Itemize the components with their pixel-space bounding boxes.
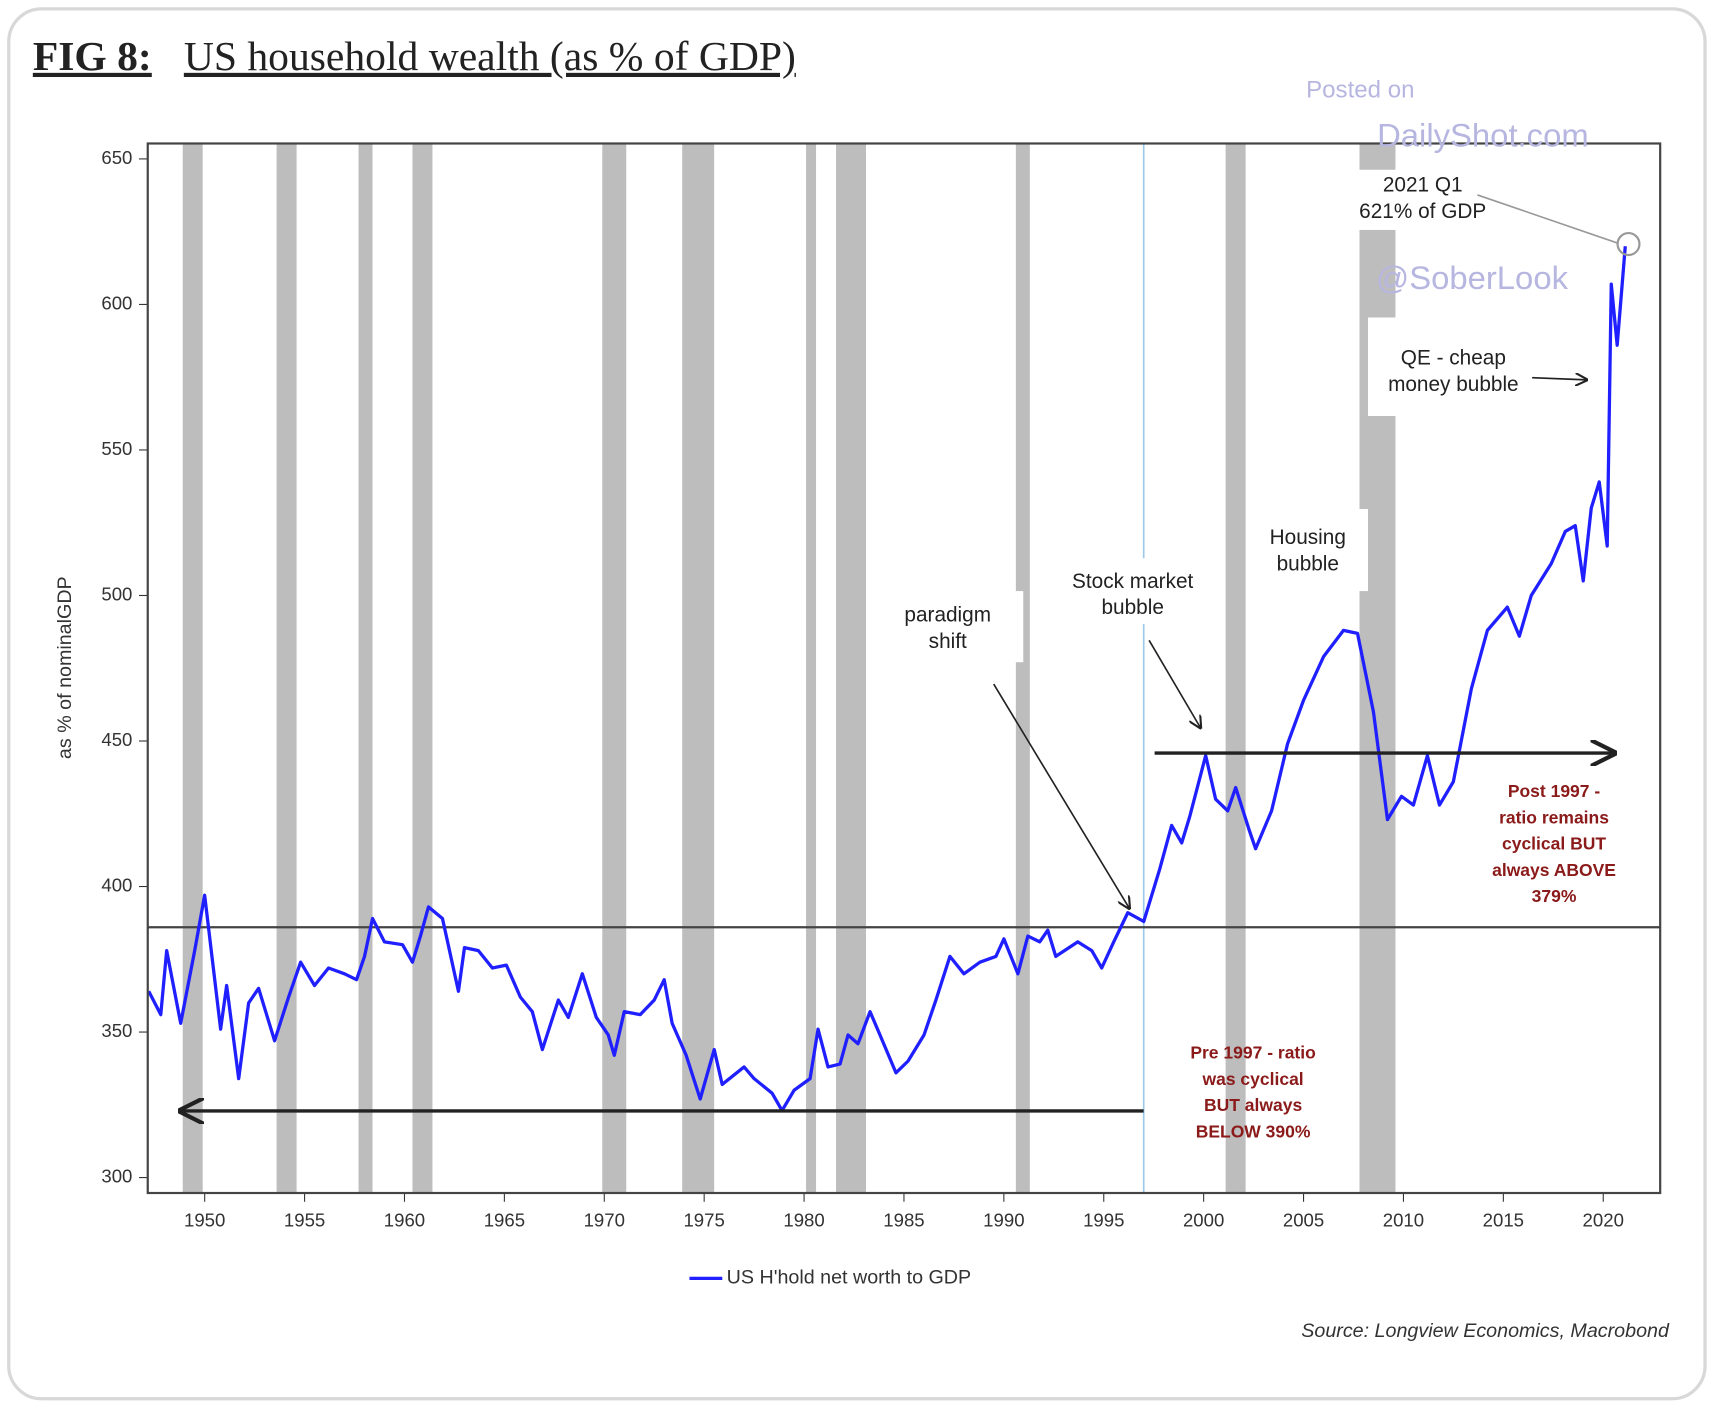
plot-frame (146, 142, 1662, 1195)
y-tick-label: 300 (101, 1165, 132, 1186)
y-axis-label: as % of nominalGDP (54, 576, 76, 759)
x-tick-label: 1965 (484, 1209, 525, 1230)
x-tick-label: 1990 (983, 1209, 1024, 1230)
y-tick-label: 400 (101, 874, 132, 895)
source: Source: Longview Economics, Macrobond (1301, 1320, 1670, 1342)
annotation-text: Stock market (1072, 570, 1193, 593)
x-tick-label: 1960 (384, 1209, 425, 1230)
y-tick-label: 450 (101, 729, 132, 750)
x-tick-label: 1980 (783, 1209, 824, 1230)
highlight-point (1616, 231, 1641, 257)
annotation-text: Post 1997 - (1508, 781, 1601, 801)
recession-band (182, 143, 203, 1194)
recession-band (806, 143, 817, 1194)
legend-label: US H'hold net worth to GDP (727, 1267, 972, 1289)
recession-band (602, 143, 627, 1194)
x-tick-label: 2000 (1183, 1209, 1224, 1230)
recession-band (412, 143, 433, 1194)
annotation-box (1050, 558, 1215, 624)
annotation-arrow (993, 683, 1130, 908)
annotation-text: money bubble (1388, 373, 1519, 396)
y-tick-label: 550 (101, 438, 132, 459)
data-line (147, 246, 1627, 1113)
recession-band (836, 143, 867, 1194)
recession-band (1225, 143, 1246, 1194)
watermark: @SoberLook (1376, 259, 1569, 296)
x-tick-label: 1970 (584, 1209, 625, 1230)
annotation-text: QE - cheap (1401, 347, 1506, 370)
x-tick-label: 1950 (184, 1209, 225, 1230)
annotation-text: Pre 1997 - ratio (1190, 1043, 1315, 1063)
y-tick-label: 500 (101, 583, 132, 604)
annotation-text: ratio remains (1499, 807, 1609, 827)
annotation-text: BUT always (1204, 1095, 1302, 1115)
annotation-box (897, 591, 1024, 663)
recession-band (682, 143, 715, 1194)
x-tick-label: 1985 (883, 1209, 924, 1230)
annotation-text: Housing (1270, 526, 1346, 549)
x-tick-label: 2005 (1283, 1209, 1324, 1230)
watermark: Posted on (1306, 76, 1414, 103)
annotation-box (1340, 169, 1516, 230)
annotation-text: 621% of GDP (1359, 200, 1486, 223)
x-tick-label: 1995 (1083, 1209, 1124, 1230)
x-tick-label: 2015 (1483, 1209, 1524, 1230)
y-tick-label: 650 (101, 147, 132, 168)
x-tick-label: 1955 (284, 1209, 325, 1230)
x-tick-label: 2010 (1383, 1209, 1424, 1230)
annotation-text: shift (929, 630, 967, 653)
annotation-text: always ABOVE (1492, 860, 1616, 880)
annotation-box (1367, 317, 1544, 416)
annotation-text: paradigm (904, 604, 991, 627)
annotation-text: was cyclical (1201, 1069, 1303, 1089)
annotation-text: 2021 Q1 (1383, 174, 1463, 197)
annotation-box (1253, 509, 1368, 592)
x-tick-label: 1975 (683, 1209, 724, 1230)
x-tick-label: 2020 (1583, 1209, 1624, 1230)
y-tick-label: 350 (101, 1020, 132, 1041)
annotation-arrow (1532, 378, 1587, 380)
y-tick-label: 600 (101, 292, 132, 313)
annotation-text: BELOW 390% (1196, 1121, 1311, 1141)
title-prefix: FIG 8: (33, 33, 152, 79)
annotation-arrow (1148, 639, 1200, 728)
annotation-connector (1477, 194, 1618, 244)
annotation-text: bubble (1101, 596, 1163, 619)
watermark: DailyShot.com (1377, 117, 1589, 154)
recession-band (276, 143, 297, 1194)
recession-band (358, 143, 373, 1194)
annotation-text: cyclical BUT (1502, 834, 1606, 854)
annotation-text: bubble (1277, 552, 1339, 575)
recession-band (1015, 143, 1030, 1194)
chart-title: US household wealth (as % of GDP) (184, 33, 796, 80)
annotation-text: 379% (1532, 886, 1577, 906)
